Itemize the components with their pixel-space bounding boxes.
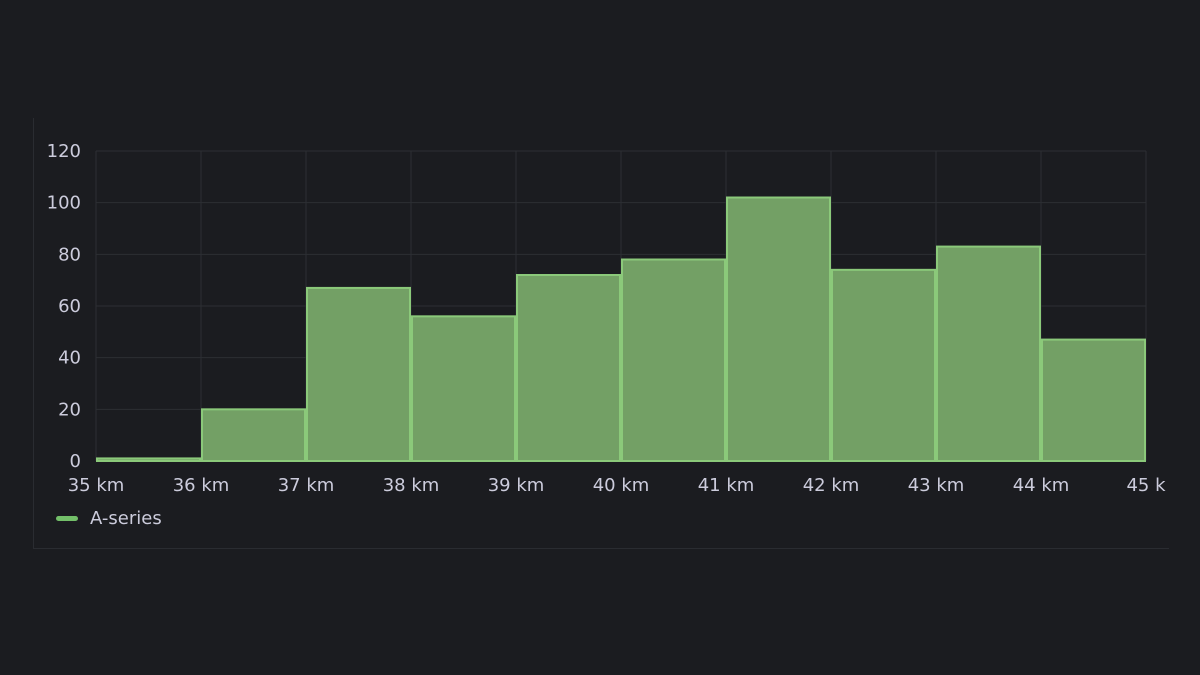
legend-swatch-a-series	[56, 516, 78, 521]
x-tick-label: 45 k	[1126, 475, 1166, 496]
histogram-chart: 0 20 40 60 80 100 120 35 km 36 km 37 km 38 km 39 k…	[47, 141, 1166, 496]
legend[interactable]: A-series	[56, 508, 162, 529]
x-tick-label: 38 km	[383, 475, 440, 496]
y-tick-label: 120	[47, 141, 81, 162]
x-tick-label: 36 km	[173, 475, 230, 496]
bar-0[interactable]	[96, 457, 201, 462]
x-tick-label: 44 km	[1013, 475, 1070, 496]
y-axis-ticks: 0 20 40 60 80 100 120	[47, 141, 81, 472]
y-tick-label: 40	[58, 348, 81, 369]
y-tick-label: 60	[58, 296, 81, 317]
bar-1[interactable]	[201, 408, 306, 463]
bars	[96, 196, 1146, 463]
y-tick-label: 80	[58, 244, 81, 265]
y-tick-label: 100	[47, 193, 81, 214]
bar-7[interactable]	[831, 268, 936, 462]
bar-9[interactable]	[1041, 338, 1146, 462]
bar-5[interactable]	[621, 258, 726, 462]
x-tick-label: 40 km	[593, 475, 650, 496]
y-tick-label: 20	[58, 399, 81, 420]
x-tick-label: 37 km	[278, 475, 335, 496]
x-tick-label: 41 km	[698, 475, 755, 496]
bar-4[interactable]	[516, 274, 621, 462]
x-tick-label: 35 km	[68, 475, 125, 496]
bar-8[interactable]	[936, 245, 1041, 462]
chart-panel: 0 20 40 60 80 100 120 35 km 36 km 37 km 38 km 39 k…	[33, 118, 1169, 549]
bar-2[interactable]	[306, 286, 411, 462]
legend-label-a-series[interactable]: A-series	[90, 508, 162, 529]
y-tick-label: 0	[70, 451, 81, 472]
x-tick-label: 42 km	[803, 475, 860, 496]
x-axis-ticks: 35 km 36 km 37 km 38 km 39 km 40 km 41 km 42 km…	[68, 475, 1166, 496]
x-tick-label: 43 km	[908, 475, 965, 496]
bar-6[interactable]	[726, 196, 831, 462]
bar-3[interactable]	[411, 315, 516, 462]
x-tick-label: 39 km	[488, 475, 545, 496]
